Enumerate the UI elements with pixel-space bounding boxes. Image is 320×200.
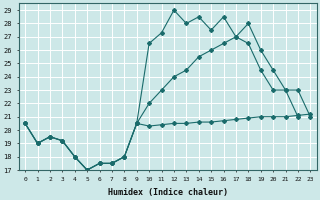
X-axis label: Humidex (Indice chaleur): Humidex (Indice chaleur) — [108, 188, 228, 197]
